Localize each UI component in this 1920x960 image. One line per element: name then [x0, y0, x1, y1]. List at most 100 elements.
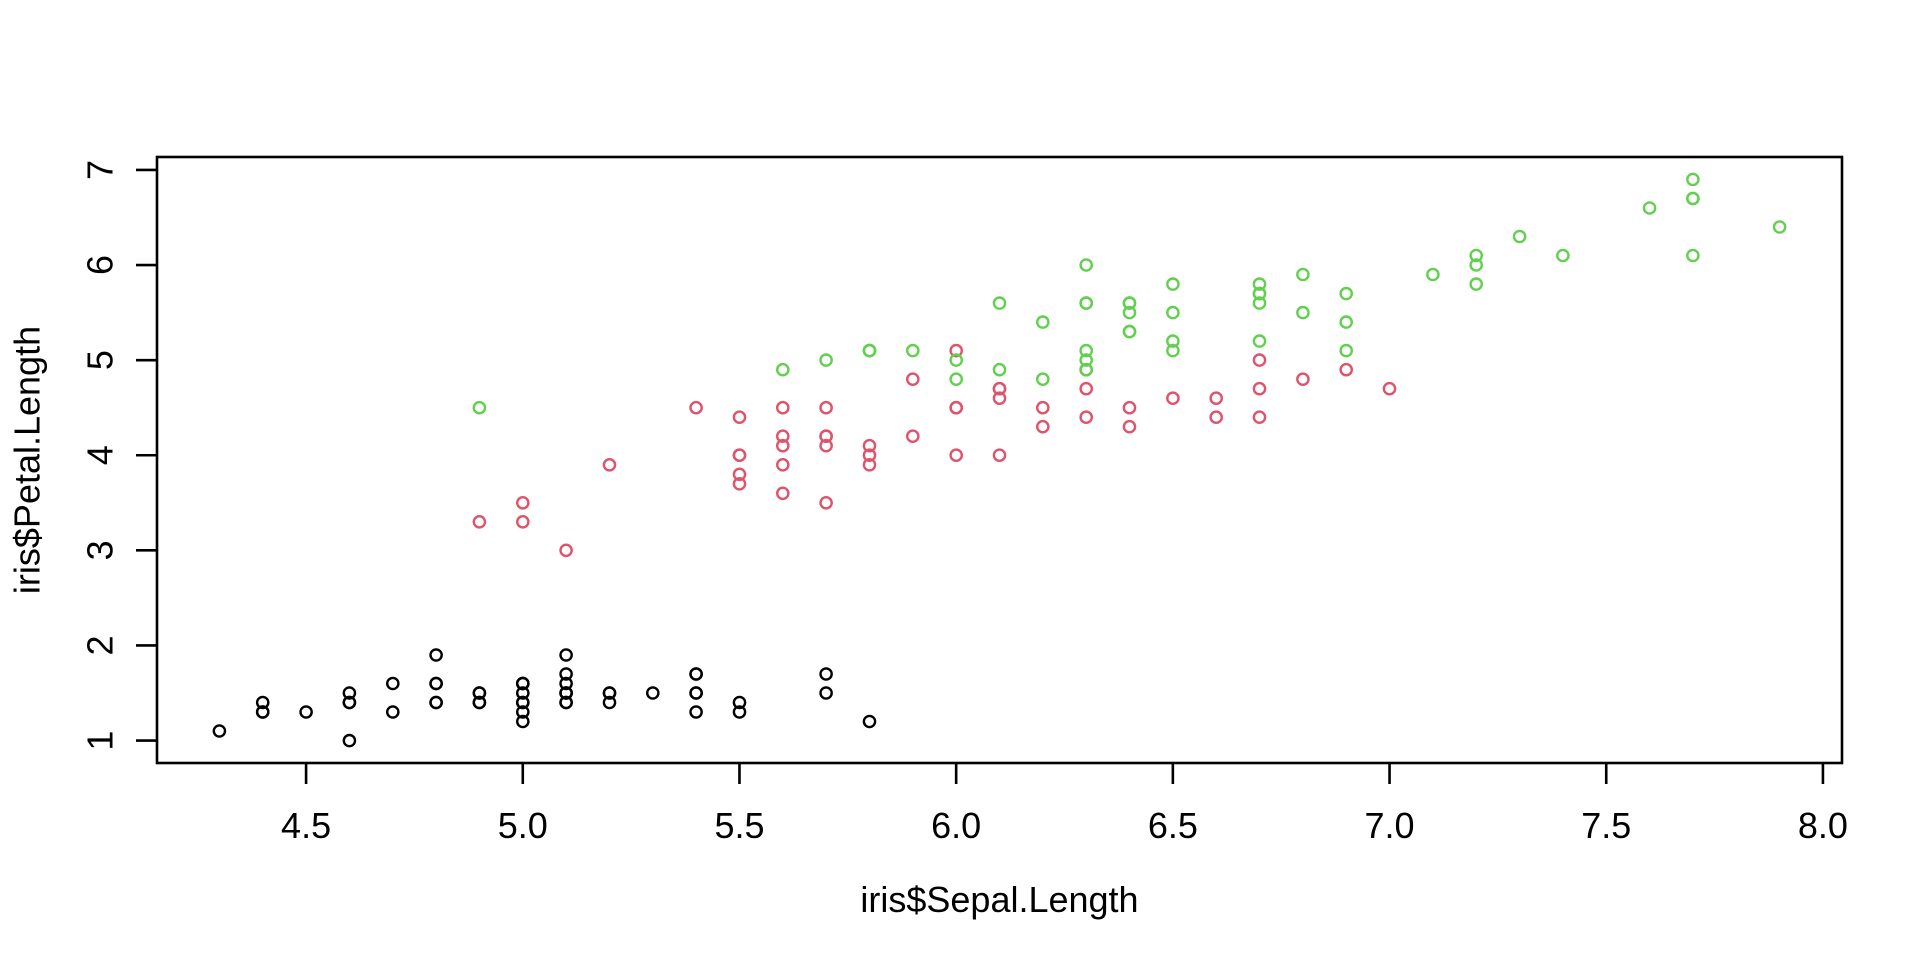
data-point-green — [1079, 343, 1093, 358]
data-point-red — [862, 438, 877, 453]
data-point-red — [776, 457, 790, 472]
data-point-black — [732, 695, 747, 710]
data-point-green — [992, 296, 1007, 310]
x-axis-tick-label: 7.5 — [1581, 805, 1631, 846]
data-point-black — [255, 695, 270, 710]
y-axis-tick-label: 7 — [80, 160, 121, 180]
x-axis-tick-label: 6.0 — [931, 805, 981, 846]
data-point-green — [1556, 248, 1570, 263]
data-point-red — [949, 400, 964, 415]
y-axis-tick-label: 5 — [80, 350, 121, 370]
data-point-green — [862, 343, 877, 358]
data-point-green — [1426, 267, 1440, 282]
data-point-red — [732, 410, 747, 425]
data-point-green — [1642, 201, 1657, 215]
data-point-red — [1166, 391, 1180, 406]
plot-axes: 4.5 5.0 5.5 6.0 6.5 7.0 7.5 8.0 1 2 3 4 5 6 7 — [80, 155, 1848, 846]
data-point-black — [559, 648, 573, 662]
data-point-red — [1122, 419, 1137, 434]
data-point-black — [516, 714, 530, 729]
plot-border — [155, 155, 1844, 765]
data-point-black — [472, 695, 487, 710]
data-point-black — [516, 705, 530, 719]
data-point-red — [1122, 400, 1137, 415]
x-axis-tick-label: 5.5 — [714, 805, 764, 846]
data-point-green — [906, 343, 920, 358]
data-point-red — [516, 515, 530, 529]
data-point-green — [1252, 296, 1267, 310]
plot-titles: iris$Sepal.Length iris$Petal.Length — [7, 326, 1139, 920]
data-point-red — [1296, 372, 1310, 387]
data-point-red — [1252, 353, 1267, 367]
data-point-red — [1036, 400, 1050, 415]
data-point-red — [1339, 362, 1353, 377]
data-point-red — [819, 400, 833, 415]
x-axis-tick-label: 8.0 — [1798, 805, 1848, 846]
data-point-green — [472, 400, 487, 415]
data-point-red — [1209, 391, 1223, 406]
data-point-green — [1469, 277, 1483, 291]
data-point-black — [689, 686, 703, 700]
data-point-black — [516, 695, 530, 710]
data-point-green — [1339, 315, 1353, 329]
data-point-red — [1036, 419, 1050, 434]
data-point-black — [429, 676, 443, 691]
data-point-black — [559, 695, 573, 710]
data-point-green — [1079, 296, 1093, 310]
data-point-black — [385, 676, 400, 691]
data-point-green — [1079, 353, 1093, 367]
data-point-black — [429, 695, 443, 710]
data-point-green — [1469, 248, 1483, 263]
data-point-green — [1036, 315, 1050, 329]
data-point-black — [255, 705, 270, 719]
data-point-green — [819, 353, 833, 367]
data-point-black — [819, 686, 833, 700]
data-point-black — [299, 705, 313, 719]
data-point-red — [1079, 410, 1093, 425]
data-point-green — [1166, 277, 1180, 291]
data-point-red — [819, 429, 833, 444]
data-point-green — [1686, 191, 1700, 206]
data-point-green — [1122, 296, 1137, 310]
data-point-black — [862, 714, 877, 729]
x-axis-title: iris$Sepal.Length — [860, 879, 1138, 920]
data-point-red — [776, 486, 790, 501]
data-point-black — [342, 733, 357, 748]
data-point-red — [472, 515, 487, 529]
y-axis-tick-label: 4 — [80, 445, 121, 465]
data-point-red — [992, 391, 1007, 406]
data-point-green — [1339, 286, 1353, 301]
data-point-red — [1209, 410, 1223, 425]
data-point-black — [819, 667, 833, 681]
data-point-red — [949, 448, 964, 463]
data-point-red — [732, 476, 747, 491]
data-point-green — [776, 362, 790, 377]
data-point-green — [1469, 258, 1483, 272]
data-point-red — [1252, 410, 1267, 425]
data-point-black — [342, 686, 357, 700]
data-point-black — [559, 667, 573, 681]
data-point-red — [992, 381, 1007, 396]
data-point-black — [516, 676, 530, 691]
data-point-red — [776, 438, 790, 453]
data-point-red — [906, 372, 920, 387]
data-point-black — [429, 648, 443, 662]
data-point-red — [862, 448, 877, 463]
data-point-red — [602, 457, 617, 472]
data-point-green — [949, 353, 964, 367]
data-point-green — [949, 372, 964, 387]
data-point-black — [602, 695, 617, 710]
data-point-red — [992, 448, 1007, 463]
y-axis-tick-label: 6 — [80, 255, 121, 275]
data-point-red — [689, 400, 703, 415]
data-point-black — [602, 686, 617, 700]
data-point-black — [559, 686, 573, 700]
x-axis-tick-label: 6.5 — [1148, 805, 1198, 846]
data-point-red — [776, 429, 790, 444]
y-axis-tick-label: 2 — [80, 635, 121, 655]
data-point-green — [1166, 343, 1180, 358]
data-point-red — [732, 467, 747, 482]
data-point-red — [1382, 381, 1397, 396]
